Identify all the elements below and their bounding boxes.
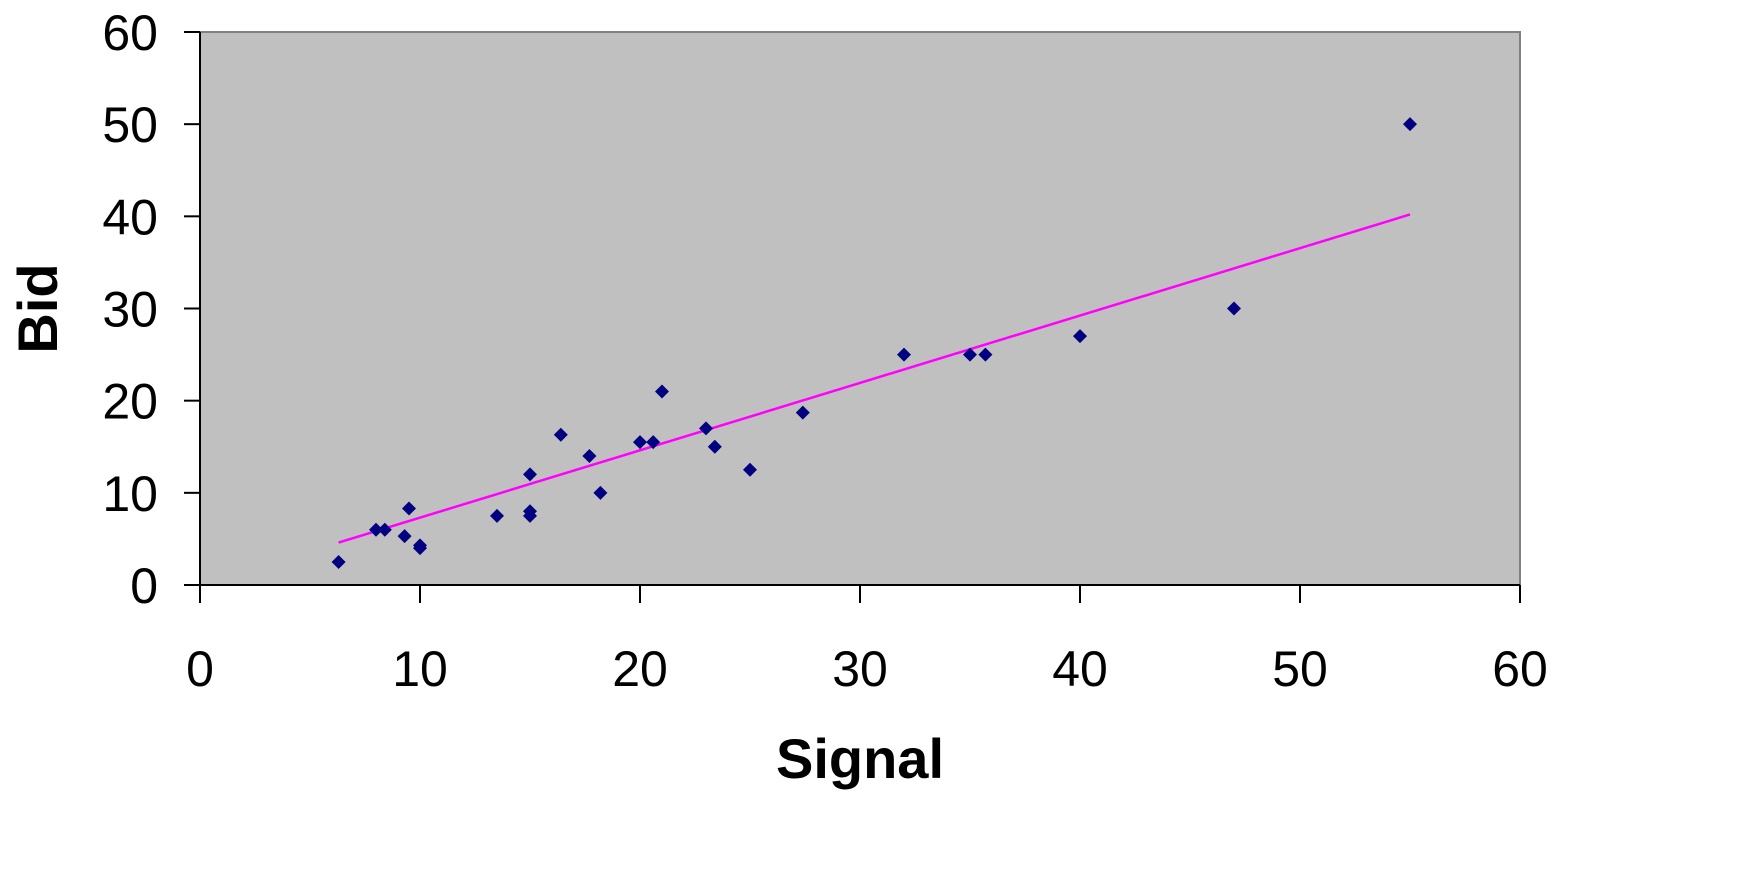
data-point bbox=[1073, 329, 1087, 344]
data-point bbox=[523, 467, 537, 482]
data-point bbox=[397, 529, 412, 544]
y-tick-label: 60 bbox=[102, 5, 158, 61]
data-point bbox=[593, 485, 608, 500]
y-tick-label: 40 bbox=[102, 189, 158, 245]
y-tick-label: 50 bbox=[102, 97, 158, 153]
x-tick-label: 20 bbox=[612, 641, 668, 697]
data-point bbox=[897, 347, 911, 362]
data-point bbox=[707, 439, 722, 454]
y-tick-label: 30 bbox=[102, 282, 158, 338]
data-point bbox=[490, 508, 504, 523]
data-point bbox=[582, 448, 597, 463]
data-point bbox=[1403, 117, 1417, 132]
data-point bbox=[795, 405, 810, 420]
data-point bbox=[699, 421, 713, 436]
tick-labels: 0 10 20 30 40 50 60 0 10 20 30 40 50 60 bbox=[102, 5, 1547, 697]
data-point bbox=[743, 462, 757, 477]
x-tick-label: 50 bbox=[1272, 641, 1328, 697]
axes bbox=[184, 31, 1521, 603]
data-point bbox=[413, 538, 427, 553]
data-point bbox=[646, 435, 661, 450]
data-point bbox=[331, 554, 346, 569]
data-point bbox=[402, 501, 416, 516]
trendline bbox=[338, 213, 1411, 544]
data-point bbox=[978, 347, 993, 362]
trendline-layer bbox=[338, 213, 1411, 544]
data-point bbox=[633, 435, 647, 450]
x-tick-label: 30 bbox=[832, 641, 888, 697]
data-point bbox=[655, 384, 669, 399]
data-point bbox=[369, 522, 383, 537]
y-tick-label: 20 bbox=[102, 374, 158, 430]
data-point bbox=[553, 427, 568, 442]
x-axis-title: Signal bbox=[776, 727, 944, 790]
x-tick-label: 0 bbox=[186, 641, 214, 697]
x-tick-label: 60 bbox=[1492, 641, 1548, 697]
data-points bbox=[331, 117, 1417, 569]
data-point bbox=[1227, 301, 1241, 316]
x-tick-label: 10 bbox=[392, 641, 448, 697]
y-tick-label: 10 bbox=[102, 466, 158, 522]
plot-area bbox=[199, 31, 1521, 586]
data-point bbox=[377, 522, 392, 537]
y-axis-title: Bid bbox=[6, 263, 69, 353]
x-tick-label: 40 bbox=[1052, 641, 1108, 697]
data-point bbox=[963, 347, 977, 362]
y-tick-label: 0 bbox=[130, 558, 158, 614]
data-point bbox=[523, 508, 537, 523]
